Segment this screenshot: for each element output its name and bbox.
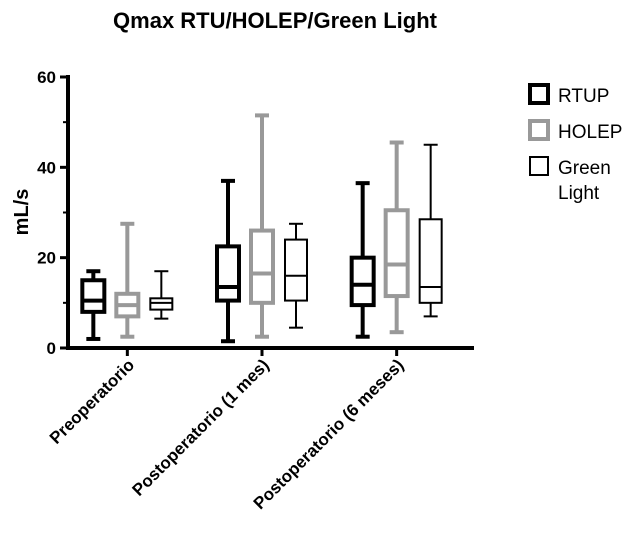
- y-tick-label: 40: [37, 158, 56, 177]
- y-tick-label: 20: [37, 249, 56, 268]
- box-rtup: [215, 178, 241, 344]
- x-tick-label: Postoperatorio (6 meses): [250, 355, 408, 513]
- box-iqr: [284, 238, 308, 302]
- legend-label: HOLEP: [558, 122, 622, 143]
- box-rtup: [80, 269, 107, 341]
- y-tick-label: 0: [47, 339, 56, 358]
- y-tick-label: 60: [37, 68, 56, 87]
- box-iqr: [249, 228, 275, 305]
- box-green-light: [149, 270, 174, 320]
- box-iqr: [149, 297, 174, 311]
- legend: RTUP HOLEP Green Light: [528, 83, 622, 204]
- box-iqr: [418, 218, 443, 304]
- plot-area: [80, 113, 443, 344]
- y-axis-label: mL/s: [11, 189, 33, 236]
- box-iqr: [349, 255, 376, 308]
- box-green-light: [284, 222, 308, 329]
- box-holep: [383, 140, 410, 335]
- box-iqr: [383, 208, 410, 299]
- x-tick-label: Postoperatorio (1 mes): [128, 355, 272, 499]
- x-tick-label: Preoperatorio: [46, 355, 138, 447]
- legend-swatch: [528, 83, 550, 105]
- legend-label: RTUP: [558, 86, 609, 107]
- chart-title: Qmax RTU/HOLEP/Green Light: [113, 8, 438, 33]
- box-iqr: [215, 244, 241, 303]
- box-green-light: [418, 143, 443, 318]
- legend-swatch: [528, 119, 550, 141]
- legend-label: Green: [558, 158, 611, 179]
- legend-swatch: [529, 156, 549, 176]
- box-holep: [114, 221, 141, 339]
- box-holep: [249, 113, 275, 339]
- legend-label: Light: [558, 183, 600, 204]
- box-rtup: [349, 181, 376, 339]
- box-iqr: [80, 278, 107, 314]
